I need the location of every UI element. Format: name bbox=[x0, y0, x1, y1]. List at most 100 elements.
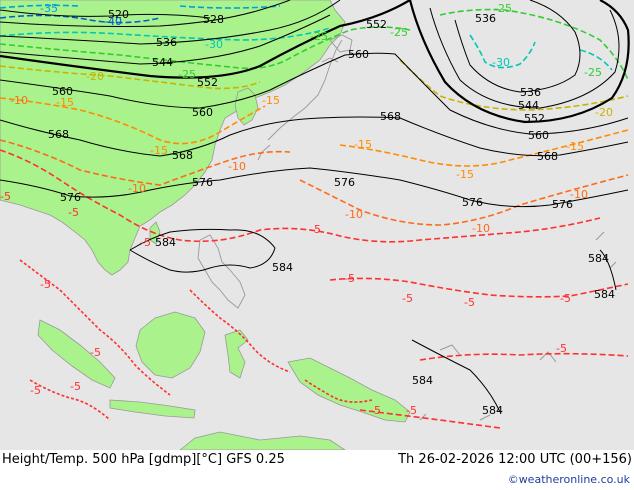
height-label: 568 bbox=[172, 149, 193, 162]
height-label: 520 bbox=[108, 8, 129, 21]
height-label: 560 bbox=[52, 85, 73, 98]
temp-label: -5 bbox=[464, 296, 475, 309]
temp-label: -10 bbox=[472, 222, 490, 235]
temp-label: -5 bbox=[30, 384, 41, 397]
temp-label: -5 bbox=[344, 272, 355, 285]
temp-label: -35 bbox=[40, 2, 58, 15]
isotherm-minus15 bbox=[0, 97, 629, 167]
temp-label: -40 bbox=[104, 15, 122, 28]
isotherm-minus30 bbox=[0, 27, 613, 71]
temp-label: -25 bbox=[310, 30, 328, 43]
height-label: 576 bbox=[552, 198, 573, 211]
temp-label: -20 bbox=[595, 106, 613, 119]
temp-label: -20 bbox=[86, 70, 104, 83]
height-label: 568 bbox=[537, 150, 558, 163]
height-label: 552 bbox=[197, 76, 218, 89]
caption-bar bbox=[0, 450, 634, 490]
temp-label: -25 bbox=[390, 26, 408, 39]
height-label: 560 bbox=[348, 48, 369, 61]
temp-label: -15 bbox=[566, 140, 584, 153]
temp-label: -5 bbox=[406, 404, 417, 417]
height-label: 584 bbox=[594, 288, 615, 301]
temp-label: -5 bbox=[556, 342, 567, 355]
temp-label: -5 bbox=[40, 278, 51, 291]
height-contour-576 bbox=[0, 167, 629, 208]
height-contour-584 bbox=[129, 228, 617, 413]
land-australia bbox=[178, 431, 347, 451]
height-label: 576 bbox=[462, 196, 483, 209]
temp-label: -10 bbox=[128, 182, 146, 195]
height-contour-536 bbox=[0, 0, 581, 93]
height-labels: 520 528 536 536 536 544 544 552 552 552 … bbox=[48, 8, 615, 417]
temp-label: -30 bbox=[205, 38, 223, 51]
temp-label: -15 bbox=[262, 94, 280, 107]
height-contour-568 bbox=[0, 116, 629, 157]
temp-label: -25 bbox=[178, 68, 196, 81]
height-contour-552 bbox=[0, 0, 630, 124]
isotherm-minus5-tropics bbox=[19, 259, 373, 421]
height-label: 584 bbox=[588, 252, 609, 265]
height-label: 576 bbox=[60, 191, 81, 204]
land-borneo bbox=[135, 311, 206, 379]
height-label: 560 bbox=[192, 106, 213, 119]
land-java bbox=[109, 399, 196, 419]
temp-label: -5 bbox=[310, 223, 321, 236]
temp-label: -5 bbox=[70, 380, 81, 393]
temp-label: -15 bbox=[456, 168, 474, 181]
land-sulawesi bbox=[224, 329, 249, 379]
temp-label: -5 bbox=[90, 346, 101, 359]
land-new-guinea bbox=[287, 357, 411, 423]
temp-label: -15 bbox=[56, 96, 74, 109]
height-contour-528 bbox=[0, 0, 291, 27]
land-sumatra bbox=[37, 319, 116, 389]
height-contour-544 bbox=[0, 7, 620, 109]
height-label: 584 bbox=[272, 261, 293, 274]
height-label: 552 bbox=[524, 112, 545, 125]
temp-label: -15 bbox=[150, 144, 168, 157]
height-label: 536 bbox=[520, 86, 541, 99]
temp-label: -10 bbox=[345, 208, 363, 221]
temperature-labels: -35 -40 -30 -30 -25 -25 -25 -25 -25 -20 … bbox=[0, 2, 613, 417]
land-korea bbox=[234, 87, 259, 126]
height-label: 584 bbox=[482, 404, 503, 417]
credit-link[interactable]: ©weatheronline.co.uk bbox=[507, 473, 630, 486]
land-islands bbox=[419, 231, 617, 421]
temp-label: -5 bbox=[0, 190, 11, 203]
valid-time: Th 26-02-2026 12:00 UTC (00+156) bbox=[398, 452, 632, 467]
isotherm-minus20 bbox=[0, 59, 629, 111]
temp-label: -5 bbox=[370, 404, 381, 417]
isotherm-minus40 bbox=[0, 14, 161, 24]
height-label: 552 bbox=[366, 18, 387, 31]
height-label: 560 bbox=[528, 129, 549, 142]
temp-label: -5 bbox=[402, 292, 413, 305]
isotherm-minus35 bbox=[0, 4, 281, 9]
land-philippines bbox=[197, 234, 246, 309]
isotherm-minus25 bbox=[0, 8, 629, 81]
height-label: 576 bbox=[334, 176, 355, 189]
height-label: 544 bbox=[518, 99, 539, 112]
temp-label: -5 bbox=[560, 292, 571, 305]
temp-label: -15 bbox=[354, 138, 372, 151]
temp-label: -5 bbox=[140, 236, 151, 249]
temp-label: -10 bbox=[228, 160, 246, 173]
height-label: 568 bbox=[380, 110, 401, 123]
height-label: 536 bbox=[156, 36, 177, 49]
height-label: 528 bbox=[203, 13, 224, 26]
temp-label: -10 bbox=[10, 94, 28, 107]
height-label: 568 bbox=[48, 128, 69, 141]
temp-label: -10 bbox=[570, 188, 588, 201]
height-contour-520 bbox=[0, 9, 211, 19]
temp-label: -25 bbox=[584, 66, 602, 79]
temperature-contours bbox=[0, 4, 629, 429]
height-contour-560 bbox=[0, 52, 629, 135]
map-title: Height/Temp. 500 hPa [gdmp][°C] GFS 0.25 bbox=[2, 452, 285, 467]
height-label: 576 bbox=[192, 176, 213, 189]
height-label: 536 bbox=[475, 12, 496, 25]
height-label: 544 bbox=[152, 56, 173, 69]
height-label: 584 bbox=[412, 374, 433, 387]
land-hokkaido bbox=[329, 34, 353, 53]
temp-label: -5 bbox=[68, 206, 79, 219]
isotherm-minus10 bbox=[0, 139, 629, 226]
height-contours bbox=[0, 0, 630, 413]
